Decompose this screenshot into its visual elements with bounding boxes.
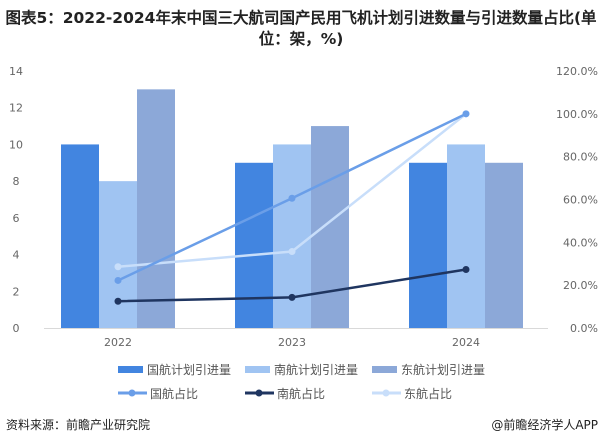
right-axis-tick: 40.0% [563,236,598,249]
right-axis-tick: 60.0% [563,194,598,207]
bar-2024-2 [485,162,523,328]
line-point-1-2 [462,266,470,274]
legend-label: 东航计划引进量 [401,362,485,377]
bar-2023-0 [235,162,273,328]
bar-2023-2 [311,126,349,328]
legend-label: 东航占比 [404,386,452,401]
x-axis-tick: 2024 [452,336,480,349]
right-axis-tick: 100.0% [556,108,598,121]
left-axis-tick: 12 [9,102,23,115]
bar-2024-0 [409,162,447,328]
legend-label: 南航占比 [277,386,325,401]
left-axis-tick: 2 [13,285,20,298]
bar-2022-0 [61,144,99,328]
line-point-0-1 [288,194,296,202]
line-point-2-0 [114,263,122,271]
left-axis-tick: 10 [9,138,23,151]
right-axis-tick: 20.0% [563,279,598,292]
legend-label: 南航计划引进量 [274,362,358,377]
right-axis-tick: 120.0% [556,65,598,78]
bar-2024-1 [447,144,485,328]
left-axis-tick: 4 [13,249,20,262]
left-axis-tick: 0 [13,322,20,335]
legend-swatch [372,366,397,373]
line-point-1-0 [114,297,122,305]
left-axis-tick: 8 [13,175,20,188]
legend-marker [128,389,136,397]
legend-swatch [245,366,270,373]
line-point-0-2 [462,110,470,118]
legend-swatch [118,366,143,373]
legend-marker [382,389,390,397]
brand-credit: @前瞻经济学人APP [491,418,598,432]
line-point-1-1 [288,293,296,301]
source-note: 资料来源：前瞻产业研究院 [6,418,151,432]
bar-2022-1 [99,181,137,328]
line-point-0-0 [114,276,122,284]
x-axis-tick: 2023 [278,336,306,349]
legend-label: 国航占比 [150,386,198,401]
legend-label: 国航计划引进量 [147,362,231,377]
left-axis-tick: 14 [9,65,23,78]
right-axis-tick: 0.0% [570,322,598,335]
right-axis-tick: 80.0% [563,151,598,164]
chart-title: 图表5：2022-2024年末中国三大航司国产民用飞机计划引进数量与引进数量占比… [5,9,597,48]
left-axis-tick: 6 [13,212,20,225]
bar-2022-2 [137,89,175,328]
line-point-2-1 [288,248,296,256]
legend-marker [255,389,263,397]
x-axis-tick: 2022 [104,336,132,349]
